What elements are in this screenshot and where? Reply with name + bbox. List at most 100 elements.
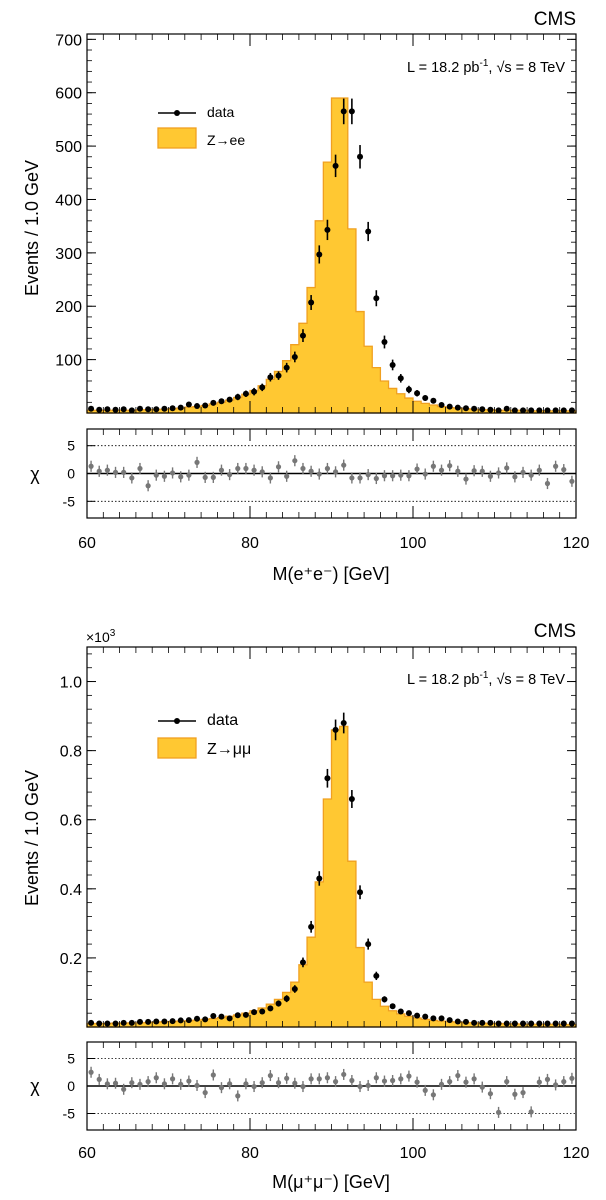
- data-point: [218, 1013, 225, 1020]
- residual-point: [463, 1079, 469, 1085]
- residual-point: [365, 1082, 371, 1089]
- data-point: [365, 941, 372, 948]
- data-point: [112, 1020, 119, 1027]
- histogram-Z→μμ: [86, 725, 577, 1028]
- data-point: [560, 1020, 567, 1027]
- data-point: [446, 403, 453, 410]
- data-point: [283, 364, 290, 371]
- residual-point: [129, 1080, 135, 1086]
- ylabel: Events / 1.0 GeV: [22, 160, 42, 296]
- residual-point: [414, 1079, 420, 1085]
- residual-point: [528, 472, 534, 478]
- residual-point: [332, 1079, 339, 1085]
- residual-point: [536, 467, 542, 473]
- data-point: [120, 406, 127, 413]
- data-point: [299, 959, 306, 966]
- residual-point: [210, 1072, 216, 1078]
- residual-point: [390, 1077, 396, 1084]
- legend-fill-label: Z→ee: [207, 132, 245, 148]
- data-point: [454, 404, 461, 411]
- data-point: [308, 299, 315, 306]
- residual-point: [422, 1087, 428, 1093]
- data-point: [479, 406, 486, 413]
- data-point: [259, 384, 266, 391]
- data-point: [462, 1018, 469, 1025]
- data-point: [161, 1018, 168, 1025]
- residual-point: [430, 463, 436, 469]
- residual-point: [341, 462, 347, 468]
- residual-point: [284, 473, 290, 479]
- data-point: [479, 1019, 486, 1026]
- residual-point: [398, 472, 404, 478]
- residual-point: [455, 468, 461, 474]
- residual-point: [300, 465, 306, 472]
- residual-point: [292, 458, 298, 464]
- cms-label: CMS: [534, 9, 576, 30]
- data-point: [552, 1020, 559, 1027]
- residual-point: [96, 1076, 102, 1082]
- ytick-label: 1.0: [60, 675, 82, 692]
- residual-point: [137, 465, 143, 472]
- residual-point: [88, 1069, 94, 1075]
- residual-point: [227, 472, 233, 478]
- data-point: [430, 1015, 437, 1022]
- data-point: [177, 1017, 184, 1024]
- residual-point: [373, 1075, 379, 1081]
- data-point: [495, 1020, 502, 1027]
- legend-data-label: data: [207, 712, 238, 729]
- data-point: [454, 1018, 461, 1025]
- residual-point: [308, 468, 314, 474]
- data-point: [275, 1000, 282, 1007]
- data-point: [299, 332, 306, 339]
- data-point: [194, 1015, 201, 1022]
- lumi-text: L = 18.2 pb: [407, 672, 479, 688]
- xtick-label: 80: [241, 535, 259, 552]
- data-point: [389, 361, 396, 368]
- data-point: [291, 353, 298, 360]
- data-point: [169, 1018, 176, 1025]
- residual-point: [104, 1081, 110, 1087]
- data-point: [536, 407, 543, 414]
- residual-point: [528, 1109, 534, 1115]
- legend-data-label: data: [207, 104, 234, 120]
- data-point: [136, 1018, 143, 1025]
- data-point: [397, 375, 404, 382]
- data-point: [202, 402, 209, 409]
- data-point: [104, 406, 111, 413]
- xlabel: M(e⁺e⁻) [GeV]: [272, 564, 389, 584]
- residual-point: [112, 469, 119, 475]
- data-point: [324, 226, 331, 233]
- residual-point: [553, 1082, 559, 1088]
- residual-ylabel: χ: [30, 464, 40, 484]
- residual-point: [218, 1085, 225, 1091]
- data-point: [503, 1020, 510, 1027]
- data-point: [128, 407, 135, 414]
- data-point: [446, 1017, 453, 1024]
- residual-point: [178, 474, 184, 480]
- residual-point: [561, 467, 567, 473]
- residual-ytick-label: -5: [63, 493, 76, 509]
- data-point: [414, 390, 421, 397]
- xtick-label: 100: [400, 535, 427, 552]
- residual-point: [259, 1080, 265, 1086]
- residual-point: [357, 475, 363, 481]
- residual-point: [463, 476, 469, 482]
- residual-point: [104, 467, 110, 473]
- residual-point: [487, 1091, 494, 1097]
- data-point: [96, 1020, 103, 1027]
- residual-point: [96, 468, 102, 474]
- data-point: [185, 1017, 192, 1024]
- data-point: [324, 775, 331, 782]
- ytick-label: 300: [55, 246, 82, 263]
- residual-point: [504, 1079, 510, 1085]
- xtick-label: 80: [241, 1145, 259, 1162]
- residual-ytick-label: 5: [67, 438, 75, 454]
- residual-point: [561, 1079, 567, 1085]
- residual-point: [487, 473, 494, 479]
- data-point: [120, 1019, 127, 1026]
- data-point: [259, 1008, 266, 1015]
- residual-point: [422, 471, 428, 477]
- ytick-label: 500: [55, 139, 82, 156]
- data-point: [242, 1011, 249, 1018]
